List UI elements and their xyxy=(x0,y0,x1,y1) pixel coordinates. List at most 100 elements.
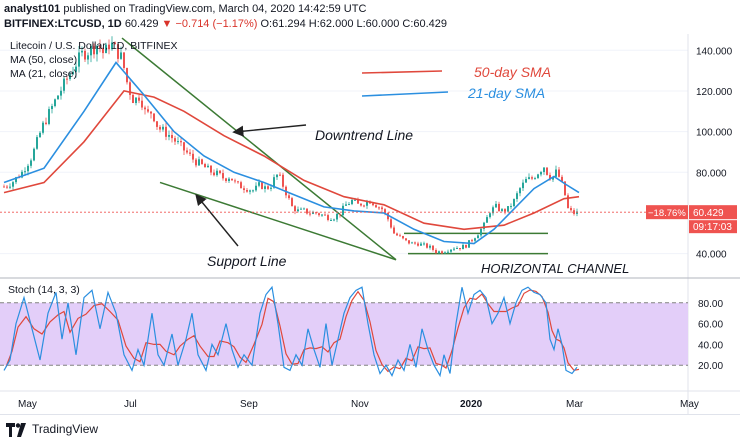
candle-body xyxy=(156,121,158,127)
candle-body xyxy=(159,126,161,130)
candle-body xyxy=(246,189,248,192)
change-tag-bg xyxy=(646,205,688,220)
candle-body xyxy=(486,217,488,223)
candle-body xyxy=(324,214,326,216)
candle-body xyxy=(213,172,215,176)
candle-body xyxy=(63,78,65,91)
candle-body xyxy=(249,190,251,192)
candle-body xyxy=(516,193,518,200)
candle-body xyxy=(489,213,491,218)
candle-body xyxy=(531,177,533,179)
candle-body xyxy=(171,135,173,139)
candle-body xyxy=(336,213,338,220)
candle-body xyxy=(258,182,260,186)
candle-body xyxy=(42,122,44,133)
sma21-line xyxy=(3,61,580,245)
candle-body xyxy=(519,188,521,194)
candle-body xyxy=(210,165,212,173)
candle-body xyxy=(291,198,293,207)
price-tag-value: 60.429 xyxy=(693,208,724,219)
candle-body xyxy=(174,138,176,142)
candle-body xyxy=(192,153,194,160)
stoch-k-line xyxy=(3,285,578,378)
legend-sma21-label: 21-day SMA xyxy=(467,85,545,101)
candle-body xyxy=(429,245,431,248)
candle-body xyxy=(201,159,203,165)
candle-body xyxy=(462,244,464,250)
candle-body xyxy=(453,248,455,250)
channel-annotation: HORIZONTAL CHANNEL xyxy=(481,261,629,276)
candle-body xyxy=(570,208,572,211)
candle-body xyxy=(420,243,422,246)
candle-body xyxy=(24,171,26,173)
candle-body xyxy=(555,169,557,177)
candle-body xyxy=(270,187,272,189)
candle-body xyxy=(264,186,266,189)
candle-body xyxy=(144,107,146,110)
candle-body xyxy=(6,186,8,188)
chart-header: analyst101 published on TradingView.com,… xyxy=(0,0,740,34)
candle-body xyxy=(207,165,209,168)
candle-body xyxy=(81,50,83,53)
stoch-tick-label: 20.00 xyxy=(698,361,723,372)
candle-body xyxy=(306,208,308,214)
candle-body xyxy=(558,169,560,177)
candle-body xyxy=(168,135,170,137)
candle-body xyxy=(477,235,479,239)
support-annotation: Support Line xyxy=(207,253,287,269)
candle-body xyxy=(216,170,218,176)
candle-body xyxy=(36,137,38,149)
candle-body xyxy=(459,248,461,250)
candle-body xyxy=(423,243,425,245)
candle-body xyxy=(186,150,188,153)
candle-body xyxy=(123,52,125,68)
candle-body xyxy=(414,242,416,244)
candle-body xyxy=(282,174,284,187)
candle-body xyxy=(522,182,524,189)
candle-body xyxy=(30,160,32,166)
candle-body xyxy=(189,152,191,154)
candle-body xyxy=(222,173,224,179)
candle-body xyxy=(195,159,197,166)
change-tag: −18.76% xyxy=(648,208,686,219)
candle-body xyxy=(243,188,245,190)
price-tag-bg xyxy=(689,205,737,220)
candle-body xyxy=(351,199,353,205)
candle-body xyxy=(405,238,407,241)
candle-body xyxy=(330,219,332,221)
time-tick-label: Sep xyxy=(240,399,258,410)
candle-body xyxy=(93,46,95,55)
price-tick-label: 40.000 xyxy=(696,250,727,261)
candle-body xyxy=(315,212,317,214)
candle-body xyxy=(465,244,467,248)
candle-body xyxy=(117,44,119,59)
candle-body xyxy=(339,213,341,216)
candle-body xyxy=(141,100,143,108)
price-chart[interactable]: 140.000 120.000 100.000 80.000 40.000 Liteco… xyxy=(0,34,740,414)
candle-body xyxy=(561,176,563,182)
price-tick-label: 80.000 xyxy=(696,168,727,179)
last-price: 60.429 xyxy=(124,18,159,30)
candle-body xyxy=(384,209,386,213)
time-tick-label: Mar xyxy=(566,399,584,410)
candle-body xyxy=(33,148,35,161)
candle-body xyxy=(84,50,86,60)
tradingview-logo[interactable]: TradingView xyxy=(6,422,98,437)
candle-body xyxy=(21,171,23,178)
candle-body xyxy=(537,174,539,179)
candle-body xyxy=(78,52,80,67)
candle-body xyxy=(492,207,494,214)
candle-body xyxy=(438,251,440,254)
countdown-tag: 09:17:03 xyxy=(693,222,732,233)
candle-body xyxy=(378,207,380,209)
candle-body xyxy=(228,178,230,181)
candle-body xyxy=(234,180,236,182)
ohlc-values: O:61.294 H:62.000 L:60.000 C:60.429 xyxy=(260,18,448,30)
candle-body xyxy=(432,245,434,250)
candle-body xyxy=(267,186,269,189)
publisher-name: analyst101 xyxy=(4,3,61,15)
candle-body xyxy=(219,170,221,174)
candle-body xyxy=(525,178,527,183)
candle-body xyxy=(435,249,437,254)
candle-body xyxy=(444,252,446,254)
